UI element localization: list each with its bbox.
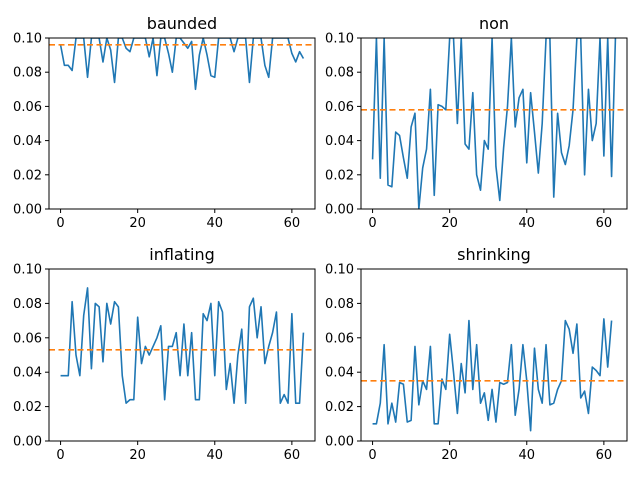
x-tick-label: 20 [129,216,146,231]
series-line [372,318,613,432]
y-tick-label: 0.02 [325,168,354,183]
x-tick-label: 0 [368,216,376,231]
y-tick-label: 0.06 [13,100,42,115]
subplot-shrinking: 0.00 0.02 0.04 0.06 0.08 0.10 0 20 40 60 shrinking [325,245,628,463]
x-tick-label: 60 [596,216,613,231]
y-tick-label: 0.10 [325,263,354,278]
y-tick-label: 0.08 [325,66,354,81]
subplot-title: shrinking [457,245,531,264]
x-tick-label: 60 [284,448,301,463]
axes-frame [360,37,628,210]
series-line [371,38,617,209]
x-tick-label: 40 [206,216,223,231]
y-tick-label: 0.06 [13,331,42,346]
y-tick-label: 0.10 [13,32,42,47]
x-tick-label: 0 [56,216,64,231]
y-tick-label: 0.10 [13,263,42,278]
y-tick-label: 0.02 [13,168,42,183]
y-tick-label: 0.00 [13,203,42,218]
y-tick-label: 0.02 [13,400,42,415]
x-tick-label: 20 [441,216,458,231]
subplot-non: 0.00 0.02 0.04 0.06 0.08 0.10 0 20 40 60 non [325,14,628,231]
y-tick-label: 0.08 [13,66,42,81]
series-line [59,38,305,91]
y-tick-label: 0.00 [325,203,354,218]
x-tick-label: 40 [518,216,535,231]
y-tick-label: 0.10 [325,32,354,47]
x-tick-label: 40 [518,448,535,463]
y-tick-label: 0.04 [13,134,42,149]
axes-frame [48,37,316,210]
subplot-title: baunded [147,14,217,33]
y-tick-label: 0.04 [325,366,354,381]
y-tick-label: 0.06 [325,100,354,115]
x-tick-label: 60 [596,448,613,463]
x-tick-label: 20 [441,448,458,463]
subplot-title: non [479,14,509,33]
subplot-inflating: 0.00 0.02 0.04 0.06 0.08 0.10 0 20 40 60 inflating [13,245,316,463]
subplot-title: inflating [149,245,214,264]
y-tick-label: 0.08 [13,297,42,312]
y-tick-label: 0.00 [325,435,354,450]
x-tick-label: 0 [56,448,64,463]
axes-frame [360,268,628,442]
y-tick-label: 0.08 [325,297,354,312]
x-tick-label: 0 [368,448,376,463]
subplot-baunded: 0.00 0.02 0.04 0.06 0.08 0.10 0 20 40 60 baunded [13,14,316,231]
axes-frame [48,268,316,442]
x-tick-label: 40 [206,448,223,463]
y-tick-label: 0.00 [13,435,42,450]
y-tick-label: 0.06 [325,331,354,346]
x-tick-label: 60 [284,216,301,231]
y-tick-label: 0.04 [13,366,42,381]
y-tick-label: 0.02 [325,400,354,415]
y-tick-label: 0.04 [325,134,354,149]
x-tick-label: 20 [129,448,146,463]
